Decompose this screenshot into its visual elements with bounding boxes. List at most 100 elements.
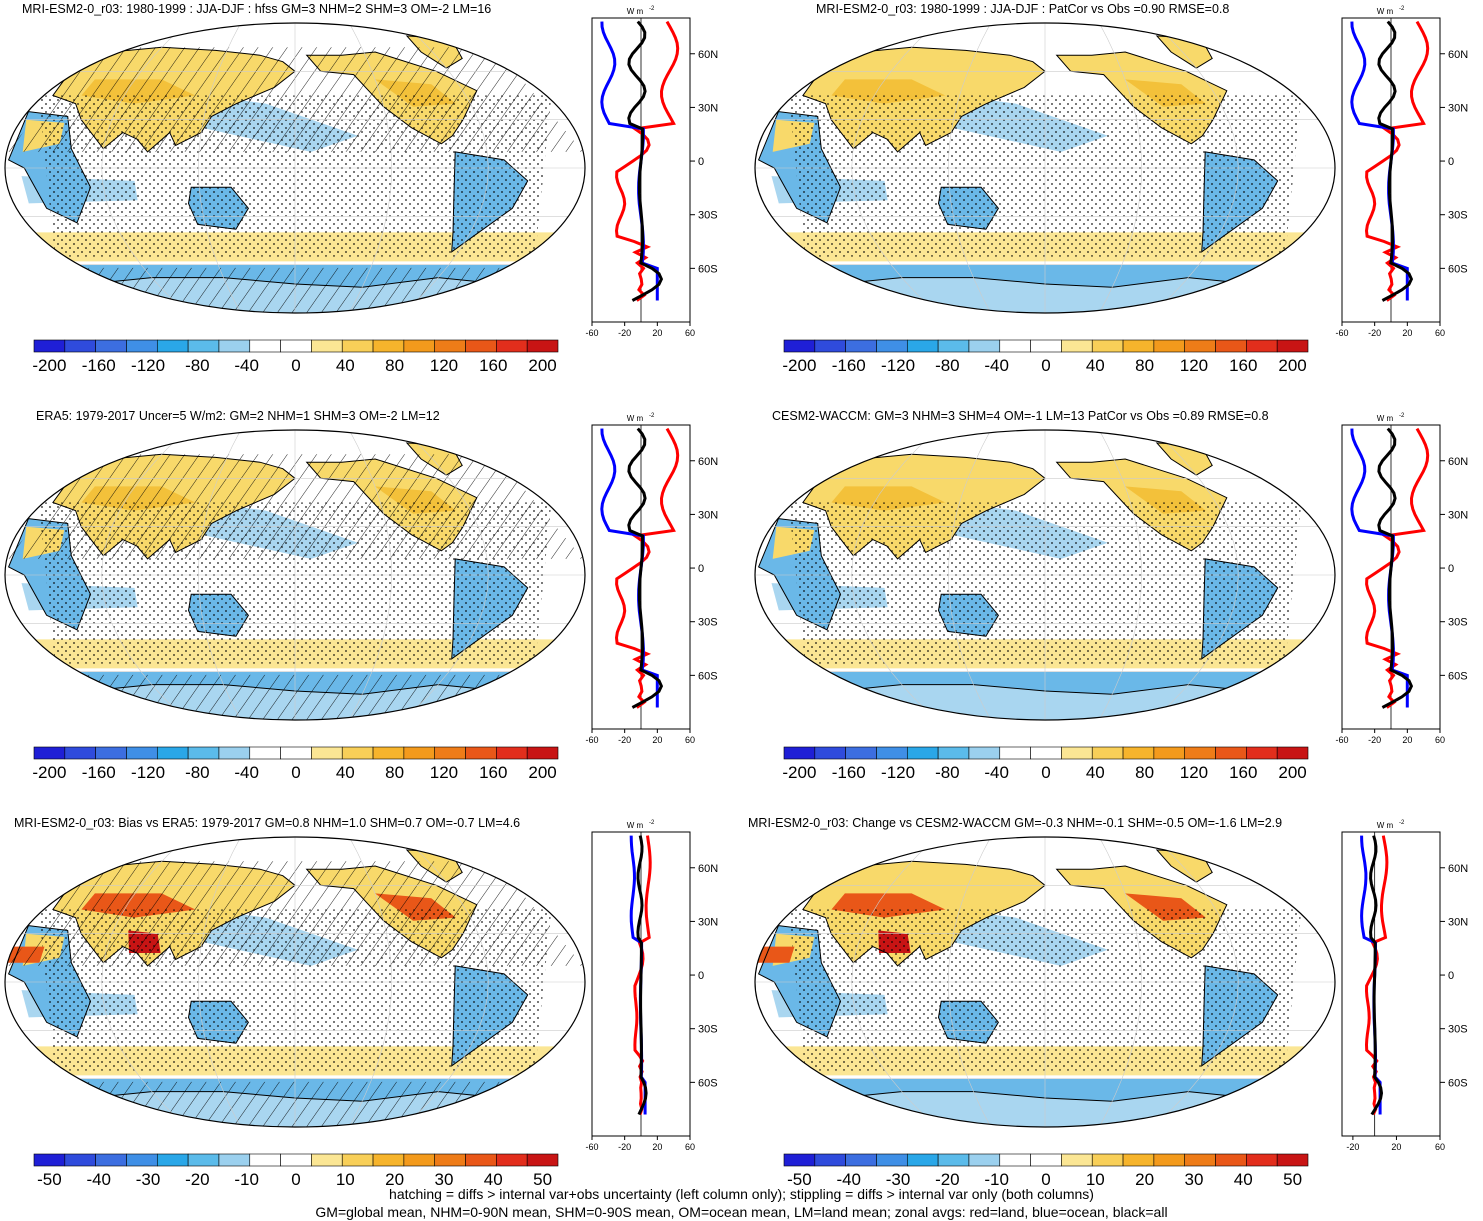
colorbar-tick-label: -200	[32, 356, 66, 375]
zonal-lat-tick-label: 30N	[698, 102, 718, 114]
zonal-x-tick-label: 20	[1402, 328, 1412, 338]
panel-1-map	[4, 22, 586, 314]
zonal-all-line	[636, 835, 648, 1116]
colorbar-tick-label: 0	[1041, 763, 1050, 782]
colorbar-tick-label: 200	[528, 763, 556, 782]
colorbar-tick-label: 10	[336, 1170, 355, 1189]
colorbar-swatch	[876, 339, 908, 353]
zonal-unit-label: W m	[1377, 821, 1394, 830]
panel-5-zonal-plot: W m -2 -60 -20 20 60 60N 30N 0 30S 60S	[585, 820, 718, 1152]
panel-4-colorbar: -200 -160 -120 -80 -40 0 40 80 120 160 200	[782, 746, 1309, 782]
panel-3-title: ERA5: 1979-2017 Uncer=5 W/m2: GM=2 NHM=1…	[36, 409, 440, 423]
colorbar-swatch	[465, 339, 497, 353]
colorbar-tick-label: -30	[886, 1170, 911, 1189]
colorbar-tick-label: 0	[291, 356, 300, 375]
colorbar-swatch	[156, 1153, 189, 1167]
colorbar-swatch	[280, 339, 312, 353]
colorbar-swatch	[906, 339, 939, 353]
colorbar-swatch	[434, 746, 466, 760]
colorbar-tick-label: -40	[86, 1170, 111, 1189]
colorbar-swatch	[465, 1153, 497, 1167]
zonal-unit-exponent: -2	[649, 820, 655, 826]
colorbar-tick-label: -80	[185, 356, 210, 375]
zonal-lat-tick-label: 30S	[1448, 210, 1468, 222]
colorbar-tick-label: -200	[32, 763, 66, 782]
colorbar-swatch	[280, 746, 312, 760]
zonal-lat-tick-label: 0	[1448, 563, 1454, 575]
colorbar-swatch	[126, 1153, 158, 1167]
colorbar-tick-label: -120	[131, 356, 165, 375]
colorbar-swatch	[403, 339, 436, 353]
zonal-x-tick-label: 60	[1435, 735, 1445, 745]
colorbar-tick-label: 120	[430, 763, 458, 782]
colorbar-swatch	[1246, 1153, 1278, 1167]
colorbar-tick-label: 160	[1229, 763, 1257, 782]
colorbar-tick-label: -80	[935, 763, 960, 782]
colorbar-tick-label: 160	[479, 356, 507, 375]
zonal-lat-tick-label: 30N	[698, 916, 718, 928]
panel-4-zonal-plot: W m -2 -60 -20 20 60 60N 30N 0 30S 60S	[1335, 413, 1468, 745]
zonal-x-tick-label: -60	[585, 1142, 598, 1152]
colorbar-swatch	[1215, 339, 1247, 353]
colorbar-swatch	[937, 339, 970, 353]
zonal-all-line	[1377, 20, 1414, 302]
panel-4-title: CESM2-WACCM: GM=3 NHM=3 SHM=4 OM=-1 LM=1…	[772, 409, 1269, 423]
colorbar-swatch	[937, 1153, 970, 1167]
colorbar-tick-label: -200	[782, 356, 816, 375]
colorbar-swatch	[311, 746, 343, 760]
colorbar-swatch	[1153, 746, 1186, 760]
colorbar-swatch	[1215, 746, 1247, 760]
colorbar-tick-label: -10	[234, 1170, 259, 1189]
colorbar-tick-label: -50	[37, 1170, 62, 1189]
colorbar-tick-label: -200	[782, 763, 816, 782]
colorbar-tick-label: 0	[1041, 356, 1050, 375]
zonal-x-tick-label: -20	[618, 328, 631, 338]
zonal-lat-tick-label: 30N	[1448, 916, 1468, 928]
colorbar-swatch	[814, 746, 846, 760]
panel-3-map	[4, 429, 586, 721]
colorbar-swatch	[156, 339, 189, 353]
zonal-x-tick-label: -20	[618, 1142, 631, 1152]
colorbar-swatch	[126, 339, 158, 353]
zonal-x-tick-label: -60	[1335, 735, 1348, 745]
colorbar-tick-label: 20	[385, 1170, 404, 1189]
zonal-lat-tick-label: 30S	[1448, 617, 1468, 629]
colorbar-swatch	[341, 746, 374, 760]
colorbar-swatch	[876, 746, 908, 760]
colorbar-swatch	[1030, 746, 1062, 760]
zonal-lat-tick-label: 60N	[698, 456, 718, 468]
colorbar-swatch	[968, 746, 1001, 760]
colorbar-tick-label: -20	[935, 1170, 960, 1189]
colorbar-swatch	[1122, 339, 1155, 353]
footer-hatching-note: hatching = diffs > internal var+obs unce…	[389, 1186, 1094, 1202]
zonal-x-tick-label: 20	[652, 735, 662, 745]
colorbar-swatch	[783, 1153, 816, 1167]
colorbar-swatch	[33, 1153, 66, 1167]
colorbar-swatch	[1153, 339, 1186, 353]
colorbar-swatch	[845, 1153, 877, 1167]
colorbar-swatch	[1246, 339, 1278, 353]
colorbar-swatch	[64, 1153, 96, 1167]
zonal-lat-tick-label: 30S	[698, 1024, 718, 1036]
colorbar-swatch	[95, 339, 127, 353]
colorbar-tick-label: 0	[291, 1170, 300, 1189]
colorbar-swatch	[126, 746, 158, 760]
zonal-x-tick-label: -20	[1368, 328, 1381, 338]
colorbar-swatch	[249, 339, 281, 353]
colorbar-swatch	[372, 1153, 405, 1167]
colorbar-tick-label: -160	[832, 356, 866, 375]
colorbar-swatch	[95, 1153, 127, 1167]
colorbar-swatch	[1091, 339, 1124, 353]
colorbar-swatch	[526, 339, 559, 353]
colorbar-swatch	[311, 339, 343, 353]
colorbar-swatch	[968, 1153, 1001, 1167]
colorbar-tick-label: -160	[82, 763, 116, 782]
colorbar-swatch	[187, 746, 220, 760]
colorbar-swatch	[1184, 746, 1216, 760]
colorbar-swatch	[1122, 1153, 1155, 1167]
colorbar-swatch	[33, 339, 66, 353]
colorbar-swatch	[1061, 339, 1093, 353]
zonal-x-tick-label: -60	[585, 328, 598, 338]
zonal-all-line	[627, 427, 664, 709]
colorbar-swatch	[372, 746, 405, 760]
